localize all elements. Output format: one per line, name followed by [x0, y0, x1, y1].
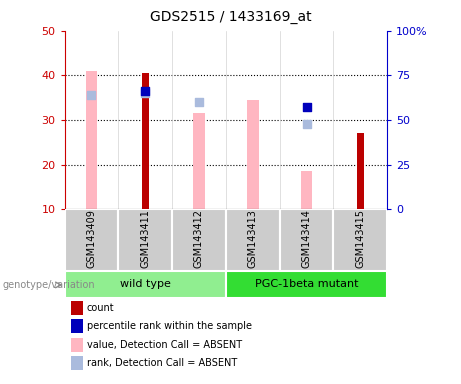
- Text: GSM143411: GSM143411: [140, 209, 150, 268]
- Bar: [301, 171, 313, 209]
- Text: GSM143413: GSM143413: [248, 209, 258, 268]
- Bar: [333, 209, 387, 271]
- Bar: [193, 113, 205, 209]
- Bar: [172, 209, 226, 271]
- Point: [142, 90, 149, 96]
- Text: value, Detection Call = ABSENT: value, Detection Call = ABSENT: [87, 340, 242, 350]
- Point: [142, 88, 149, 94]
- Bar: [357, 133, 364, 209]
- Point: [303, 104, 310, 110]
- Bar: [118, 209, 172, 271]
- Bar: [247, 100, 259, 209]
- Point: [303, 121, 310, 127]
- Bar: [86, 71, 97, 209]
- Text: GSM143412: GSM143412: [194, 209, 204, 268]
- Bar: [65, 209, 118, 271]
- Text: percentile rank within the sample: percentile rank within the sample: [87, 321, 252, 331]
- Bar: [142, 73, 149, 209]
- Bar: [65, 271, 226, 298]
- Text: rank, Detection Call = ABSENT: rank, Detection Call = ABSENT: [87, 358, 237, 368]
- Text: count: count: [87, 303, 114, 313]
- Text: wild type: wild type: [120, 279, 171, 289]
- Bar: [226, 209, 280, 271]
- Text: GSM143415: GSM143415: [355, 209, 366, 268]
- Text: PGC-1beta mutant: PGC-1beta mutant: [255, 279, 358, 289]
- Point: [88, 93, 95, 99]
- Text: GSM143414: GSM143414: [301, 209, 312, 268]
- Point: [195, 99, 203, 105]
- Text: GSM143409: GSM143409: [86, 209, 96, 268]
- Bar: [280, 209, 333, 271]
- Text: GDS2515 / 1433169_at: GDS2515 / 1433169_at: [150, 10, 311, 23]
- Bar: [226, 271, 387, 298]
- Text: genotype/variation: genotype/variation: [2, 280, 95, 290]
